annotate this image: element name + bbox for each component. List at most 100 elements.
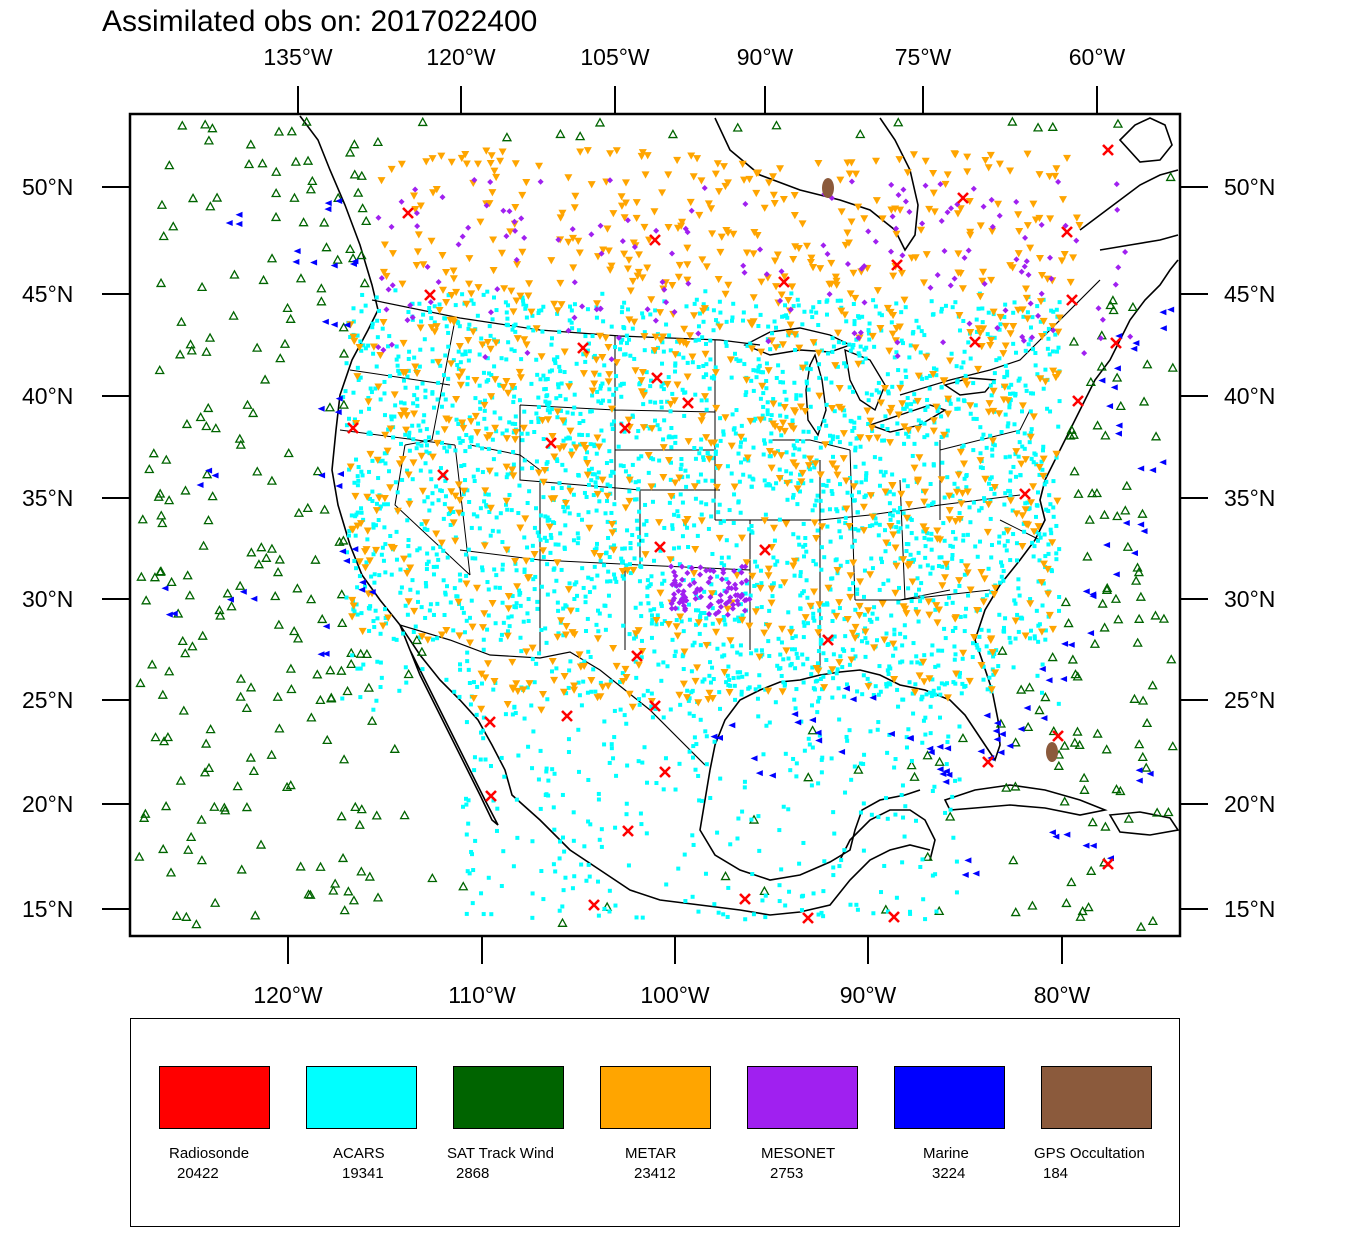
acars-marker [1001,531,1006,536]
sat-track-wind-marker [1134,739,1145,749]
metar-marker [726,637,735,645]
mesonet-marker [1013,198,1020,205]
sat-track-wind-marker [853,764,864,774]
acars-marker [910,453,915,458]
acars-marker [960,656,965,661]
acars-marker [739,423,744,428]
acars-marker [423,388,428,393]
acars-marker [552,827,557,832]
acars-marker [670,637,675,642]
sat-track-wind-marker [1085,376,1096,387]
metar-marker [446,506,455,514]
marine-marker [343,322,351,329]
acars-marker [918,661,923,666]
acars-marker [594,622,599,627]
sat-track-wind-marker [292,633,304,643]
metar-marker [924,598,933,606]
acars-marker [949,351,954,356]
acars-marker [654,781,659,786]
acars-marker [858,444,863,449]
mesonet-marker [893,225,900,232]
metar-marker [837,307,846,315]
acars-marker [903,635,908,640]
acars-marker [962,349,967,354]
metar-marker [851,294,860,303]
sat-track-wind-marker [403,668,414,679]
acars-marker [938,715,943,720]
acars-marker [852,319,857,324]
metar-marker [689,570,698,578]
acars-marker [821,914,826,919]
metar-marker [502,546,511,554]
metar-marker [683,261,692,269]
metar-marker [355,344,364,352]
metar-marker [713,160,722,168]
mesonet-marker [439,194,446,201]
acars-marker [614,386,619,391]
sat-track-wind-marker [1137,508,1148,518]
acars-marker [699,398,704,403]
metar-marker [348,613,357,621]
acars-marker [552,521,557,526]
acars-marker [596,470,601,475]
sat-track-wind-marker [305,594,317,604]
acars-marker [754,582,759,587]
acars-marker [910,558,915,563]
metar-marker [913,609,922,617]
acars-marker [858,810,863,815]
acars-marker [922,653,927,658]
acars-marker [530,766,535,771]
acars-marker [475,467,480,472]
mesonet-marker [707,594,714,601]
acars-marker [489,912,494,917]
acars-marker [592,564,597,569]
acars-marker [588,409,593,414]
acars-marker [711,308,716,313]
acars-marker [790,495,795,500]
acars-marker [458,578,463,583]
metar-marker [673,156,682,165]
acars-marker [670,391,675,396]
sat-track-wind-marker [364,871,375,881]
acars-marker [712,902,717,907]
acars-marker [717,299,722,304]
acars-marker [510,421,515,426]
acars-marker [417,364,422,369]
acars-marker [554,578,559,583]
acars-marker [762,478,767,483]
mesonet-marker [902,198,909,205]
sat-track-wind-marker [302,155,314,165]
acars-marker [874,388,879,393]
sat-track-wind-marker [880,904,891,914]
acars-marker [756,357,761,362]
metar-marker [545,523,554,531]
metar-marker [522,557,531,565]
acars-marker [503,300,508,305]
acars-marker [482,416,487,421]
marine-marker [1082,842,1090,849]
acars-marker [355,510,360,515]
acars-marker [358,375,363,380]
metar-marker [462,160,471,168]
acars-marker [650,715,655,720]
metar-marker [995,160,1004,168]
acars-marker [692,301,697,306]
metar-marker [925,205,934,214]
acars-marker [471,512,476,517]
acars-marker [940,564,945,569]
metar-marker [889,311,898,320]
sat-track-wind-marker [158,230,169,241]
metar-marker [449,267,458,275]
acars-marker [984,644,989,649]
sat-track-wind-marker [281,781,293,792]
metar-marker [790,557,799,566]
metar-marker [849,559,858,567]
acars-marker [660,571,665,576]
acars-marker [566,750,571,755]
acars-marker [966,593,971,598]
mesonet-marker [1081,350,1088,357]
acars-marker [418,468,423,473]
acars-marker [721,912,726,917]
acars-marker [340,696,345,701]
acars-marker [963,684,968,689]
